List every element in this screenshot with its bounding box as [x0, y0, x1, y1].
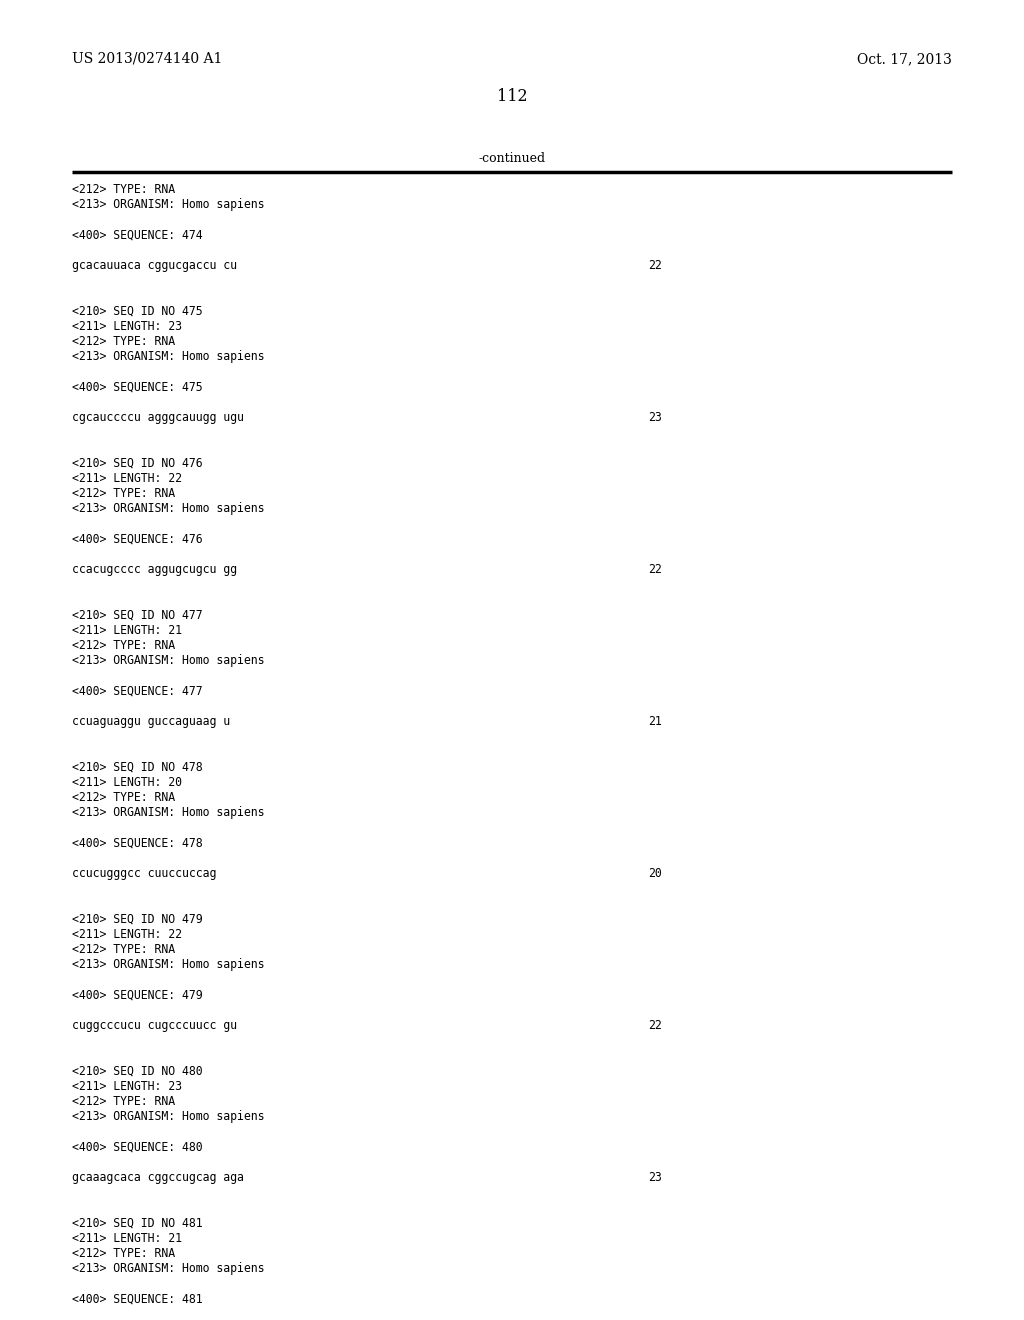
Text: 23: 23	[648, 411, 662, 424]
Text: 21: 21	[648, 715, 662, 729]
Text: <213> ORGANISM: Homo sapiens: <213> ORGANISM: Homo sapiens	[72, 958, 264, 972]
Text: <211> LENGTH: 22: <211> LENGTH: 22	[72, 471, 182, 484]
Text: <400> SEQUENCE: 478: <400> SEQUENCE: 478	[72, 837, 203, 850]
Text: <210> SEQ ID NO 477: <210> SEQ ID NO 477	[72, 609, 203, 622]
Text: <400> SEQUENCE: 476: <400> SEQUENCE: 476	[72, 532, 203, 545]
Text: <212> TYPE: RNA: <212> TYPE: RNA	[72, 335, 175, 348]
Text: <212> TYPE: RNA: <212> TYPE: RNA	[72, 942, 175, 956]
Text: <210> SEQ ID NO 475: <210> SEQ ID NO 475	[72, 305, 203, 318]
Text: <400> SEQUENCE: 477: <400> SEQUENCE: 477	[72, 685, 203, 697]
Text: Oct. 17, 2013: Oct. 17, 2013	[857, 51, 952, 66]
Text: cuggcccucu cugcccuucc gu: cuggcccucu cugcccuucc gu	[72, 1019, 237, 1032]
Text: US 2013/0274140 A1: US 2013/0274140 A1	[72, 51, 222, 66]
Text: gcaaagcaca cggccugcag aga: gcaaagcaca cggccugcag aga	[72, 1171, 244, 1184]
Text: 22: 22	[648, 564, 662, 576]
Text: cgcauccccu agggcauugg ugu: cgcauccccu agggcauugg ugu	[72, 411, 244, 424]
Text: <211> LENGTH: 23: <211> LENGTH: 23	[72, 319, 182, 333]
Text: <212> TYPE: RNA: <212> TYPE: RNA	[72, 1247, 175, 1261]
Text: <400> SEQUENCE: 481: <400> SEQUENCE: 481	[72, 1292, 203, 1305]
Text: <210> SEQ ID NO 480: <210> SEQ ID NO 480	[72, 1065, 203, 1077]
Text: <211> LENGTH: 22: <211> LENGTH: 22	[72, 928, 182, 941]
Text: <212> TYPE: RNA: <212> TYPE: RNA	[72, 1096, 175, 1107]
Text: <400> SEQUENCE: 474: <400> SEQUENCE: 474	[72, 228, 203, 242]
Text: <213> ORGANISM: Homo sapiens: <213> ORGANISM: Homo sapiens	[72, 807, 264, 820]
Text: <213> ORGANISM: Homo sapiens: <213> ORGANISM: Homo sapiens	[72, 1110, 264, 1123]
Text: <212> TYPE: RNA: <212> TYPE: RNA	[72, 791, 175, 804]
Text: 112: 112	[497, 88, 527, 106]
Text: ccucugggcc cuuccuccag: ccucugggcc cuuccuccag	[72, 867, 216, 880]
Text: <210> SEQ ID NO 479: <210> SEQ ID NO 479	[72, 912, 203, 925]
Text: ccacugcccc aggugcugcu gg: ccacugcccc aggugcugcu gg	[72, 564, 237, 576]
Text: <400> SEQUENCE: 480: <400> SEQUENCE: 480	[72, 1140, 203, 1154]
Text: ccuaguaggu guccaguaag u: ccuaguaggu guccaguaag u	[72, 715, 230, 729]
Text: 22: 22	[648, 1019, 662, 1032]
Text: <212> TYPE: RNA: <212> TYPE: RNA	[72, 639, 175, 652]
Text: <211> LENGTH: 20: <211> LENGTH: 20	[72, 776, 182, 789]
Text: <213> ORGANISM: Homo sapiens: <213> ORGANISM: Homo sapiens	[72, 655, 264, 667]
Text: <212> TYPE: RNA: <212> TYPE: RNA	[72, 487, 175, 500]
Text: <210> SEQ ID NO 478: <210> SEQ ID NO 478	[72, 760, 203, 774]
Text: <211> LENGTH: 21: <211> LENGTH: 21	[72, 624, 182, 636]
Text: <211> LENGTH: 21: <211> LENGTH: 21	[72, 1232, 182, 1245]
Text: <213> ORGANISM: Homo sapiens: <213> ORGANISM: Homo sapiens	[72, 350, 264, 363]
Text: 22: 22	[648, 259, 662, 272]
Text: <211> LENGTH: 23: <211> LENGTH: 23	[72, 1080, 182, 1093]
Text: <210> SEQ ID NO 481: <210> SEQ ID NO 481	[72, 1217, 203, 1230]
Text: 23: 23	[648, 1171, 662, 1184]
Text: <213> ORGANISM: Homo sapiens: <213> ORGANISM: Homo sapiens	[72, 198, 264, 211]
Text: gcacauuaca cggucgaccu cu: gcacauuaca cggucgaccu cu	[72, 259, 237, 272]
Text: -continued: -continued	[478, 152, 546, 165]
Text: <210> SEQ ID NO 476: <210> SEQ ID NO 476	[72, 457, 203, 470]
Text: <213> ORGANISM: Homo sapiens: <213> ORGANISM: Homo sapiens	[72, 502, 264, 515]
Text: <400> SEQUENCE: 475: <400> SEQUENCE: 475	[72, 380, 203, 393]
Text: 20: 20	[648, 867, 662, 880]
Text: <212> TYPE: RNA: <212> TYPE: RNA	[72, 183, 175, 195]
Text: <213> ORGANISM: Homo sapiens: <213> ORGANISM: Homo sapiens	[72, 1262, 264, 1275]
Text: <400> SEQUENCE: 479: <400> SEQUENCE: 479	[72, 989, 203, 1002]
